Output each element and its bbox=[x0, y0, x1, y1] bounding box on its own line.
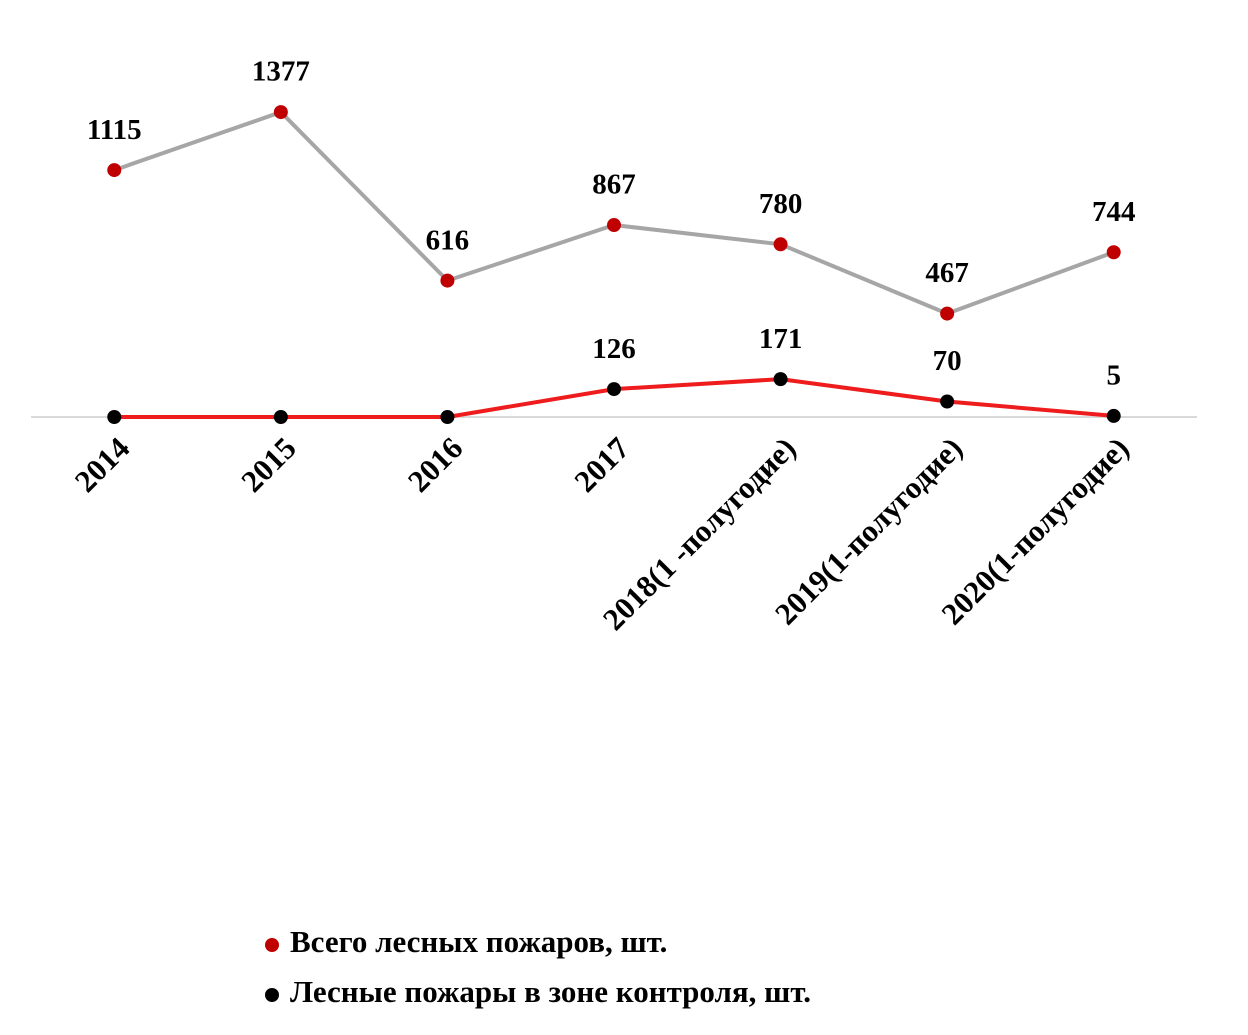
point bbox=[1106, 408, 1121, 423]
point bbox=[607, 382, 621, 397]
point bbox=[1106, 245, 1121, 260]
point bbox=[440, 273, 455, 288]
data-label: 780 bbox=[759, 188, 803, 220]
point bbox=[273, 410, 288, 424]
data-label: 126 bbox=[592, 333, 636, 365]
legend-label: Лесные пожары в зоне контроля, шт. bbox=[290, 974, 811, 1009]
legend-label: Всего лесных пожаров, шт. bbox=[290, 924, 667, 959]
point bbox=[107, 163, 122, 178]
point bbox=[440, 410, 455, 424]
point bbox=[773, 237, 788, 252]
data-label: 744 bbox=[1092, 196, 1136, 228]
data-label: 171 bbox=[759, 323, 803, 355]
point bbox=[940, 394, 955, 409]
data-label: 1115 bbox=[87, 114, 142, 146]
point bbox=[273, 105, 288, 120]
point bbox=[773, 372, 788, 387]
data-label: 1377 bbox=[252, 56, 310, 88]
data-label: 467 bbox=[925, 257, 969, 289]
legend-marker bbox=[265, 938, 279, 952]
legend-marker bbox=[265, 988, 279, 1002]
data-label: 5 bbox=[1106, 360, 1121, 392]
point bbox=[607, 218, 621, 233]
data-label: 616 bbox=[426, 224, 470, 256]
point bbox=[107, 410, 122, 424]
point bbox=[940, 306, 955, 321]
data-label: 867 bbox=[592, 169, 636, 201]
data-label: 70 bbox=[933, 345, 962, 377]
